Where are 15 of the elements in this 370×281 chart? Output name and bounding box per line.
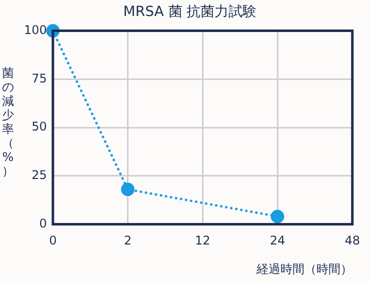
y-tick-label: 0 [39,216,47,230]
point [270,210,284,224]
x-axis-title: 経過時間（時間） [255,262,352,276]
y-tick-label: 25 [32,168,47,182]
y-tick-label: 50 [32,120,47,134]
chart-title: MRSA 菌 抗菌力試験 [123,4,257,20]
x-tick-label: 48 [344,234,360,248]
point [121,182,135,196]
x-tick-label: 2 [124,234,132,248]
y-axis-title: 菌の減少率（%） [1,66,15,178]
y-tick-label: 100 [24,22,47,37]
y-tick-label: 75 [32,71,47,86]
x-tick-label: 24 [270,234,286,248]
x-tick-label: 12 [194,234,210,248]
x-tick-label: 0 [49,234,57,248]
